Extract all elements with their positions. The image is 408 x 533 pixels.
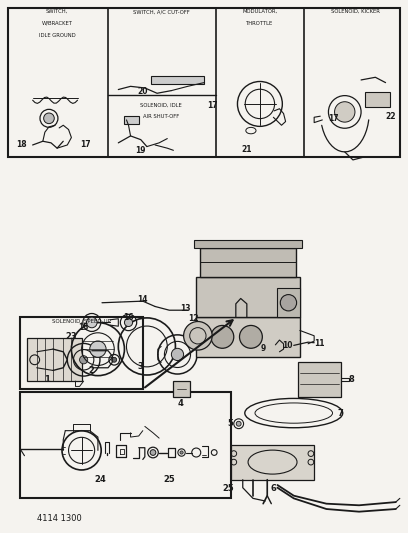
Text: 25: 25 xyxy=(164,475,175,484)
Text: 22: 22 xyxy=(386,112,396,120)
Text: 13: 13 xyxy=(180,304,191,312)
Text: 11: 11 xyxy=(314,340,325,348)
Text: 1: 1 xyxy=(44,375,50,384)
Bar xyxy=(231,445,314,480)
Text: 3: 3 xyxy=(138,362,144,371)
Text: 25: 25 xyxy=(223,484,234,493)
Bar xyxy=(151,76,204,84)
Text: MODULATOR,: MODULATOR, xyxy=(242,9,277,14)
Text: 16: 16 xyxy=(123,313,134,321)
Circle shape xyxy=(335,102,355,122)
Circle shape xyxy=(90,341,106,357)
Circle shape xyxy=(44,113,54,124)
Text: 2: 2 xyxy=(89,366,95,375)
Bar xyxy=(8,8,400,157)
Bar xyxy=(194,240,302,248)
Circle shape xyxy=(211,326,234,348)
Text: 4114 1300: 4114 1300 xyxy=(37,514,82,522)
Text: 9: 9 xyxy=(261,344,266,352)
Circle shape xyxy=(150,450,156,455)
Bar xyxy=(20,392,231,498)
Text: 10: 10 xyxy=(282,341,293,350)
Text: SOLENOID, SPEED-UP: SOLENOID, SPEED-UP xyxy=(52,318,111,324)
Bar xyxy=(20,317,143,389)
Text: 23: 23 xyxy=(66,333,77,341)
Text: SWITCH,: SWITCH, xyxy=(46,9,68,14)
Bar xyxy=(365,92,390,107)
Circle shape xyxy=(171,349,184,360)
Text: W/BRACKET: W/BRACKET xyxy=(42,21,73,26)
Text: 15: 15 xyxy=(78,324,89,332)
Text: 8: 8 xyxy=(349,375,355,384)
Circle shape xyxy=(184,321,212,350)
Text: AIR SHUT-OFF: AIR SHUT-OFF xyxy=(143,114,179,119)
Circle shape xyxy=(86,317,97,328)
Text: IDLE GROUND: IDLE GROUND xyxy=(39,33,75,38)
Bar xyxy=(124,116,139,124)
Text: 7: 7 xyxy=(338,409,344,417)
Text: 4: 4 xyxy=(178,399,184,408)
Bar xyxy=(298,362,341,397)
Text: 20: 20 xyxy=(137,87,148,96)
Text: THROTTLE: THROTTLE xyxy=(246,21,273,26)
Circle shape xyxy=(124,318,133,327)
Bar xyxy=(173,381,190,397)
Text: 17: 17 xyxy=(207,101,217,110)
Circle shape xyxy=(180,451,183,454)
Circle shape xyxy=(80,356,88,364)
Circle shape xyxy=(239,326,262,348)
Text: 19: 19 xyxy=(135,147,146,155)
Text: 24: 24 xyxy=(94,475,106,484)
Text: 17: 17 xyxy=(328,114,339,123)
Bar xyxy=(196,277,300,317)
Text: SOLENOID, IDLE: SOLENOID, IDLE xyxy=(140,103,182,108)
Text: 12: 12 xyxy=(188,314,199,323)
Bar xyxy=(200,248,296,277)
Text: SOLENOID, KICKER: SOLENOID, KICKER xyxy=(330,9,379,14)
Text: 5: 5 xyxy=(228,419,233,428)
Circle shape xyxy=(112,357,117,362)
Text: 21: 21 xyxy=(242,145,252,154)
Circle shape xyxy=(236,421,241,426)
Text: 6: 6 xyxy=(271,484,276,492)
Bar xyxy=(27,338,82,381)
Bar xyxy=(196,317,300,357)
Text: SWITCH, A/C CUT-OFF: SWITCH, A/C CUT-OFF xyxy=(133,9,190,14)
Text: 14: 14 xyxy=(137,295,148,304)
Text: 18: 18 xyxy=(16,141,27,149)
Bar xyxy=(277,288,300,317)
Circle shape xyxy=(280,295,297,311)
Text: 17: 17 xyxy=(80,141,91,149)
